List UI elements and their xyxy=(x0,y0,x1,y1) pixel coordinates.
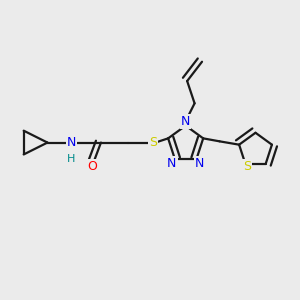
Text: S: S xyxy=(149,136,157,149)
Text: N: N xyxy=(181,115,190,128)
Text: H: H xyxy=(67,154,75,164)
Text: O: O xyxy=(87,160,97,173)
Text: N: N xyxy=(195,157,204,170)
Text: N: N xyxy=(167,157,177,170)
Text: S: S xyxy=(243,160,251,173)
Text: N: N xyxy=(67,136,76,149)
